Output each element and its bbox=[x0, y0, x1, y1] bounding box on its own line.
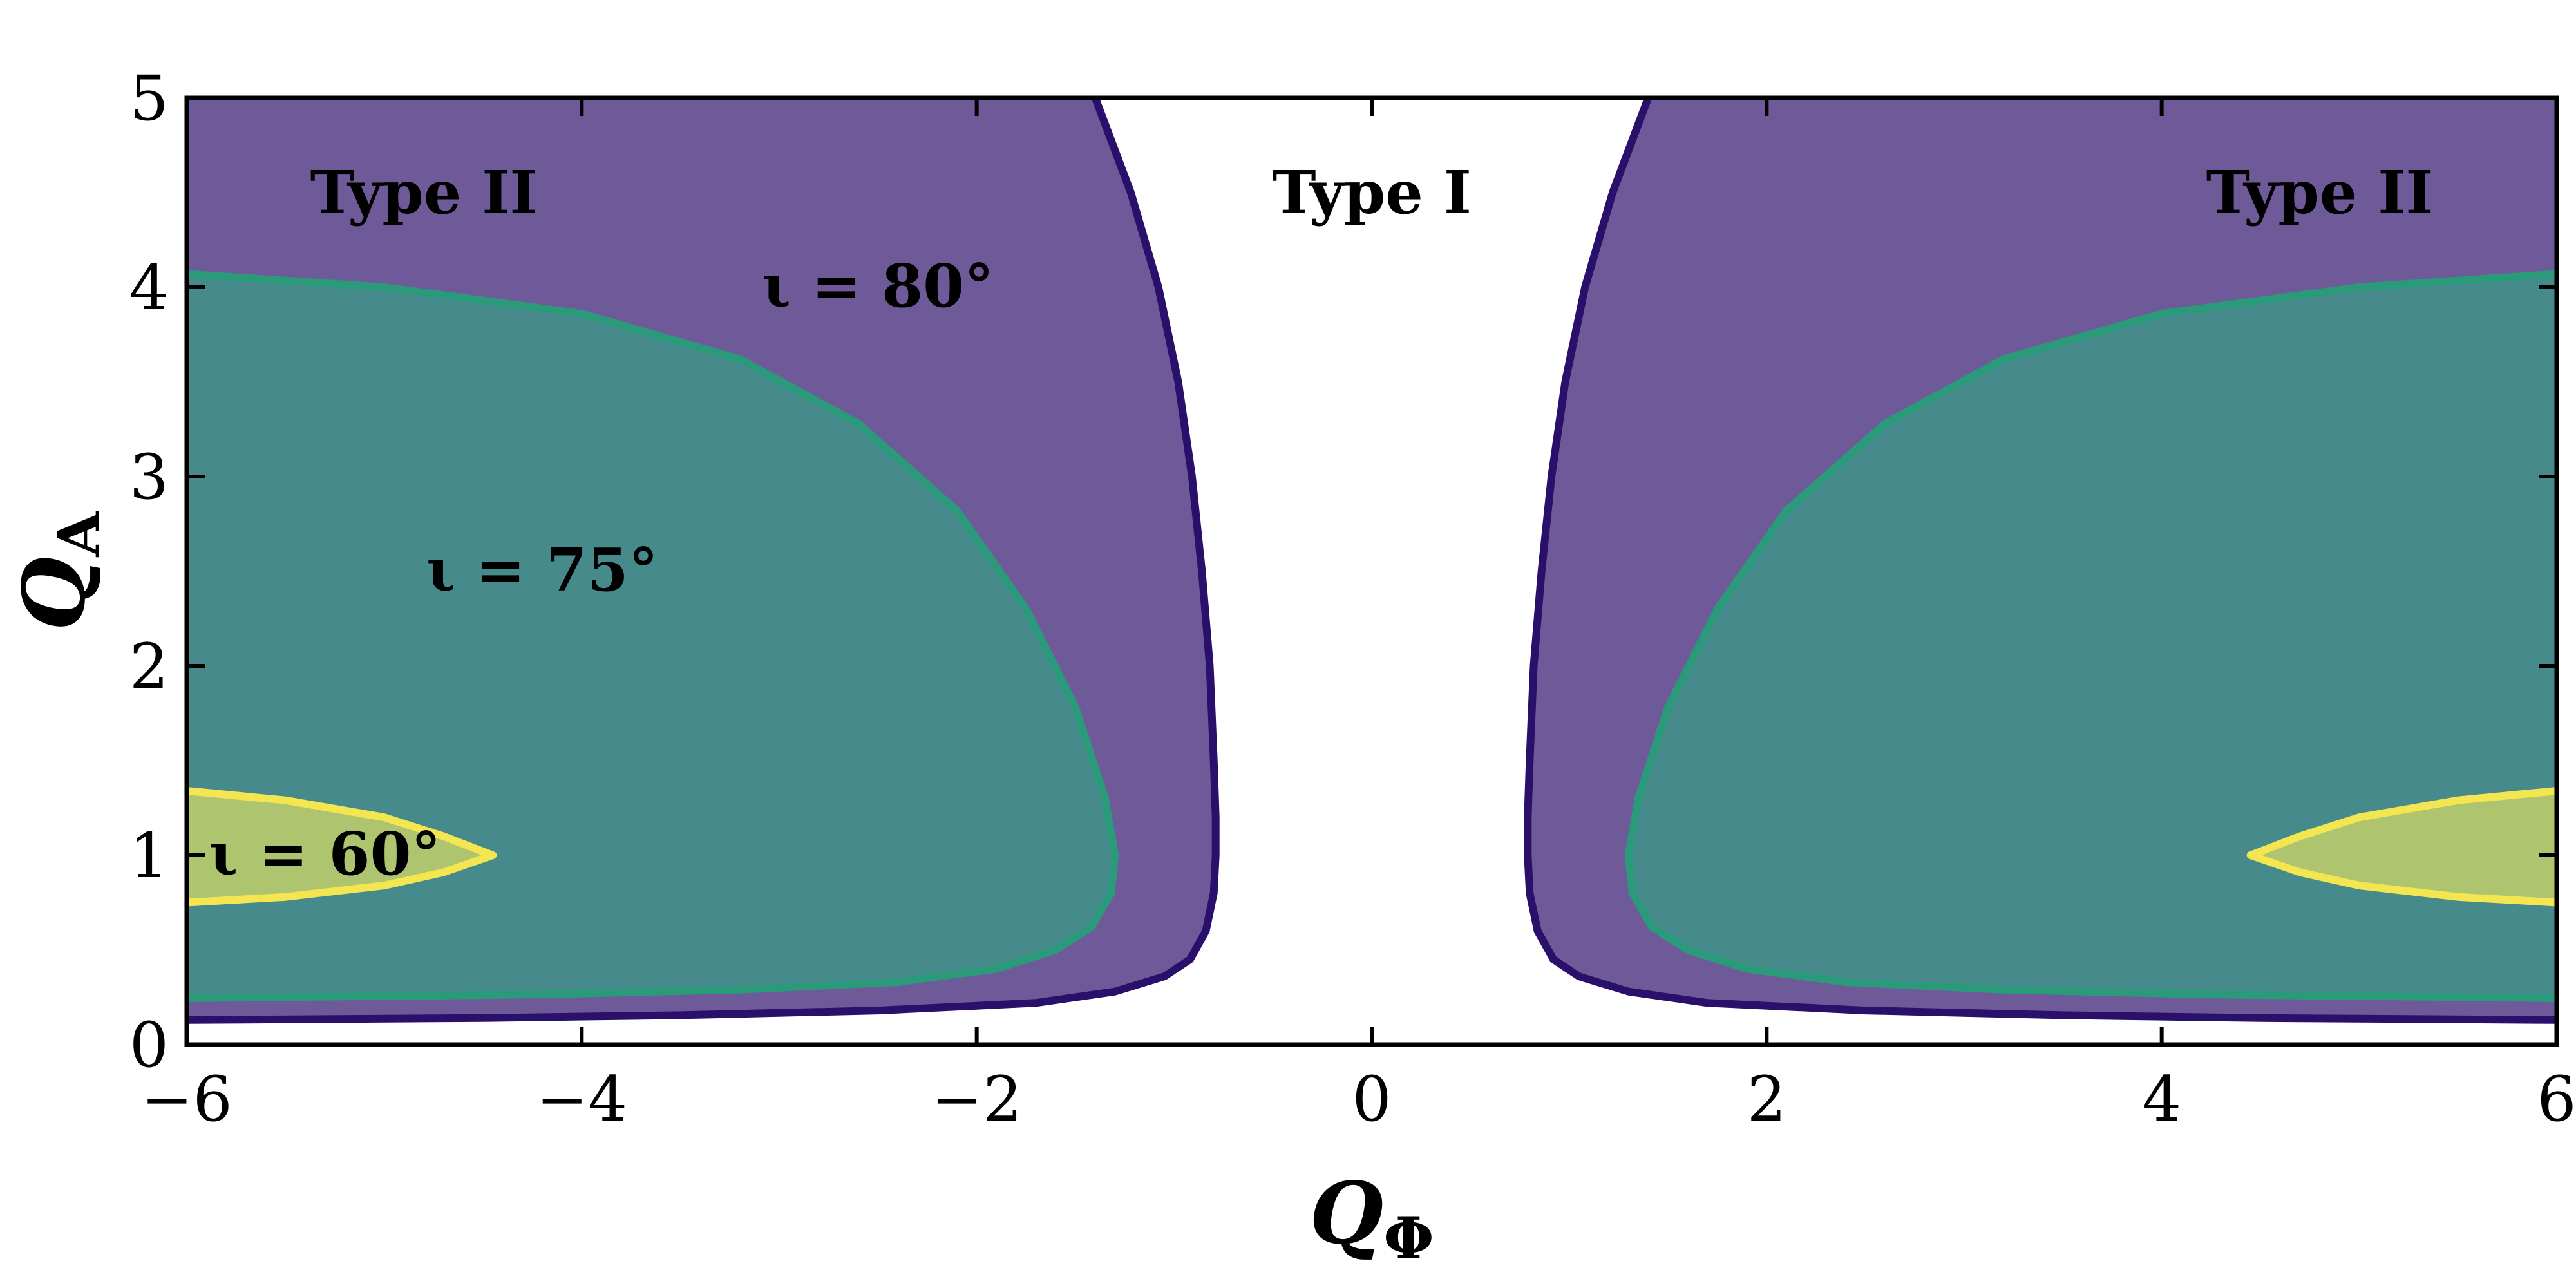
contour-line-2-right bbox=[1624, 270, 2557, 1002]
contour-line-1-right bbox=[1524, 98, 2557, 1024]
contour-label: ι = 75° bbox=[426, 535, 658, 605]
x-tick-label: 0 bbox=[1352, 1063, 1391, 1135]
x-tick-label: 6 bbox=[2537, 1063, 2576, 1135]
region-fill-2-left bbox=[187, 274, 1115, 998]
x-tick-label: −2 bbox=[931, 1063, 1023, 1135]
y-tick-label: 2 bbox=[129, 630, 169, 703]
y-tick-label: 3 bbox=[129, 441, 169, 513]
y-axis-title: QA bbox=[5, 511, 113, 630]
region-label: Type II bbox=[310, 158, 538, 227]
x-axis-title: QΦ bbox=[1309, 1164, 1434, 1273]
y-tick-label: 5 bbox=[129, 62, 169, 135]
contour-line-3-right bbox=[2246, 787, 2557, 907]
contour-label: ι = 60° bbox=[209, 819, 441, 889]
y-tick-label: 1 bbox=[129, 820, 169, 892]
x-tick-label: −6 bbox=[141, 1063, 232, 1135]
contour-line-2-left bbox=[187, 270, 1119, 1002]
x-tick-label: 2 bbox=[1747, 1063, 1786, 1135]
contour-label: ι = 80° bbox=[762, 251, 994, 321]
x-tick-label: −4 bbox=[536, 1063, 628, 1135]
region-label: Type II bbox=[2206, 158, 2434, 227]
contour-line-1-left bbox=[187, 98, 1220, 1024]
region-fill-2-right bbox=[1628, 274, 2557, 998]
x-tick-label: 4 bbox=[2142, 1063, 2181, 1135]
plot-frame bbox=[184, 95, 2559, 1047]
region-label: Type I bbox=[1272, 158, 1472, 227]
y-tick-label: 4 bbox=[129, 252, 169, 324]
y-tick-label: 0 bbox=[129, 1009, 169, 1081]
contour-line-3-left bbox=[187, 787, 497, 907]
